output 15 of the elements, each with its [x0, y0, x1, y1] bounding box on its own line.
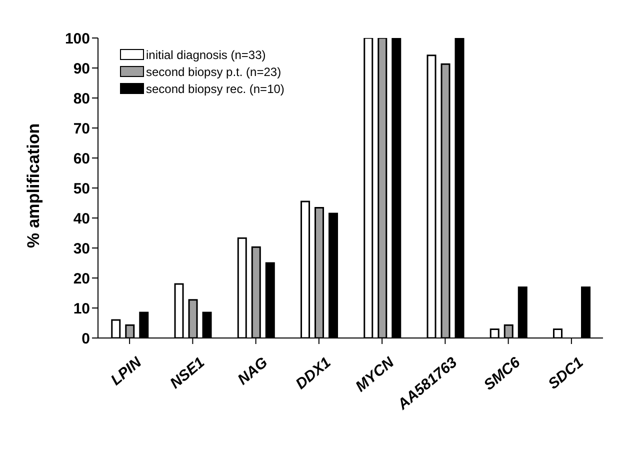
y-tick-label: 40 [73, 210, 90, 228]
legend-label: initial diagnosis (n=33) [146, 48, 266, 62]
legend-label: second biopsy rec. (n=10) [146, 82, 284, 96]
y-tick-label: 90 [73, 60, 90, 78]
y-tick-label: 0 [82, 330, 90, 348]
y-tick-label: 30 [73, 240, 90, 258]
y-tick-label: 100 [64, 30, 90, 48]
legend-label: second biopsy p.t. (n=23) [146, 64, 282, 78]
y-tick-label: 20 [73, 270, 90, 288]
y-axis-title: % amplification [24, 123, 44, 248]
y-tick-label: 10 [73, 300, 90, 318]
y-tick-label: 70 [73, 120, 90, 138]
y-tick-label: 60 [73, 150, 90, 168]
y-tick-label: 80 [73, 90, 90, 108]
y-tick-label: 50 [73, 180, 90, 198]
